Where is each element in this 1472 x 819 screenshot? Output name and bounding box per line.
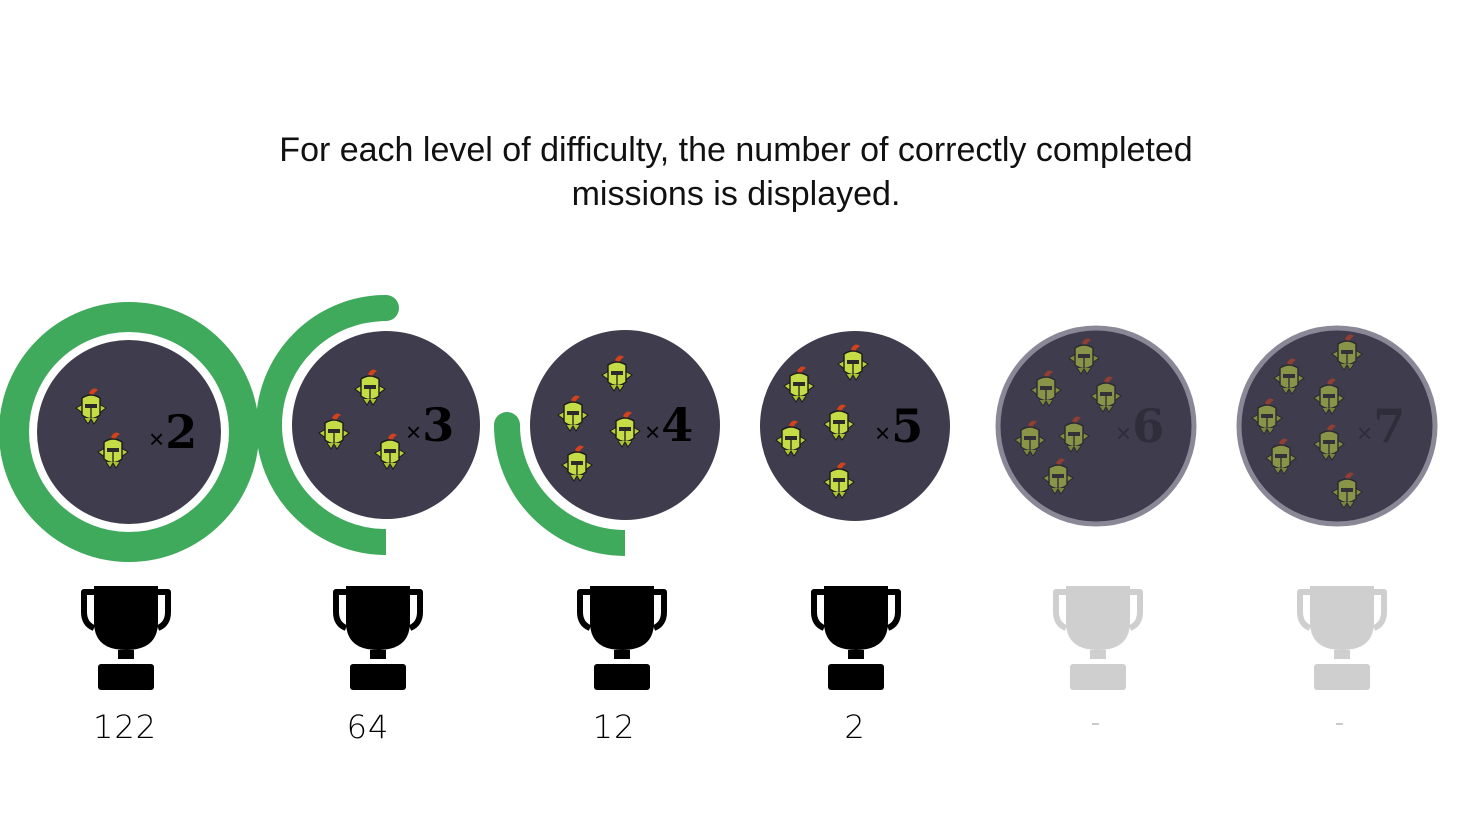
- goblin-knight-icon: [354, 369, 386, 406]
- difficulty-disc: [1236, 325, 1438, 527]
- progress-arc: [494, 424, 626, 556]
- completed-missions-count: 64: [346, 708, 390, 746]
- completed-missions-count: -: [1090, 708, 1102, 738]
- goblin-knight-icon: [601, 355, 633, 392]
- goblin-knight-icon: [823, 404, 855, 441]
- completed-missions-count: 12: [592, 708, 636, 746]
- completed-missions-count: 2: [844, 708, 866, 746]
- goblin-knight-icon: [557, 395, 589, 432]
- difficulty-disc: [760, 331, 950, 521]
- goblin-knight-icon: [837, 344, 869, 381]
- goblin-knight-icon: [97, 432, 129, 469]
- title-line-2: missions is displayed.: [571, 175, 901, 213]
- goblin-knight-icon: [1042, 458, 1074, 495]
- goblin-knight-icon: [1273, 358, 1305, 395]
- difficulty-disc: [995, 325, 1197, 527]
- goblin-knight-icon: [1331, 334, 1363, 371]
- goblin-knight-icon: [1331, 472, 1363, 509]
- goblin-knight-icon: [823, 462, 855, 499]
- goblin-knight-icon: [775, 420, 807, 457]
- goblin-knight-icon: [1058, 416, 1090, 453]
- goblin-knight-icon: [561, 445, 593, 482]
- completed-missions-count: 122: [92, 708, 158, 746]
- goblin-knight-icon: [1251, 398, 1283, 435]
- goblin-knight-icon: [374, 433, 406, 470]
- multiplier-label: ×2: [149, 405, 197, 459]
- goblin-knight-icon: [75, 388, 107, 425]
- multiplier-label: ×3: [406, 398, 454, 452]
- trophy-icon: [332, 578, 424, 693]
- multiplier-label: ×7: [1357, 399, 1405, 453]
- goblin-knight-icon: [1090, 376, 1122, 413]
- difficulty-disc: [292, 331, 480, 519]
- trophy-icon: [80, 578, 172, 693]
- progress-ring: [0, 302, 259, 562]
- trophy-icon: [810, 578, 902, 693]
- difficulty-disc: [37, 340, 221, 524]
- progress-arc: [256, 295, 387, 555]
- completed-missions-count: -: [1334, 708, 1346, 738]
- goblin-knight-icon: [1030, 370, 1062, 407]
- page-title: For each level of difficulty, the number…: [0, 128, 1472, 216]
- trophy-icon: [1052, 578, 1144, 693]
- multiplier-label: ×6: [1116, 399, 1164, 453]
- trophy-icon: [576, 578, 668, 693]
- title-line-1: For each level of difficulty, the number…: [279, 131, 1193, 169]
- difficulty-disc: [530, 330, 720, 520]
- goblin-knight-icon: [1068, 338, 1100, 375]
- trophy-icon: [1296, 578, 1388, 693]
- multiplier-label: ×5: [875, 399, 923, 453]
- multiplier-label: ×4: [645, 398, 693, 452]
- goblin-knight-icon: [783, 366, 815, 403]
- goblin-knight-icon: [1014, 420, 1046, 457]
- goblin-knight-icon: [1313, 424, 1345, 461]
- goblin-knight-icon: [1313, 378, 1345, 415]
- goblin-knight-icon: [318, 413, 350, 450]
- goblin-knight-icon: [1265, 438, 1297, 475]
- goblin-knight-icon: [609, 411, 641, 448]
